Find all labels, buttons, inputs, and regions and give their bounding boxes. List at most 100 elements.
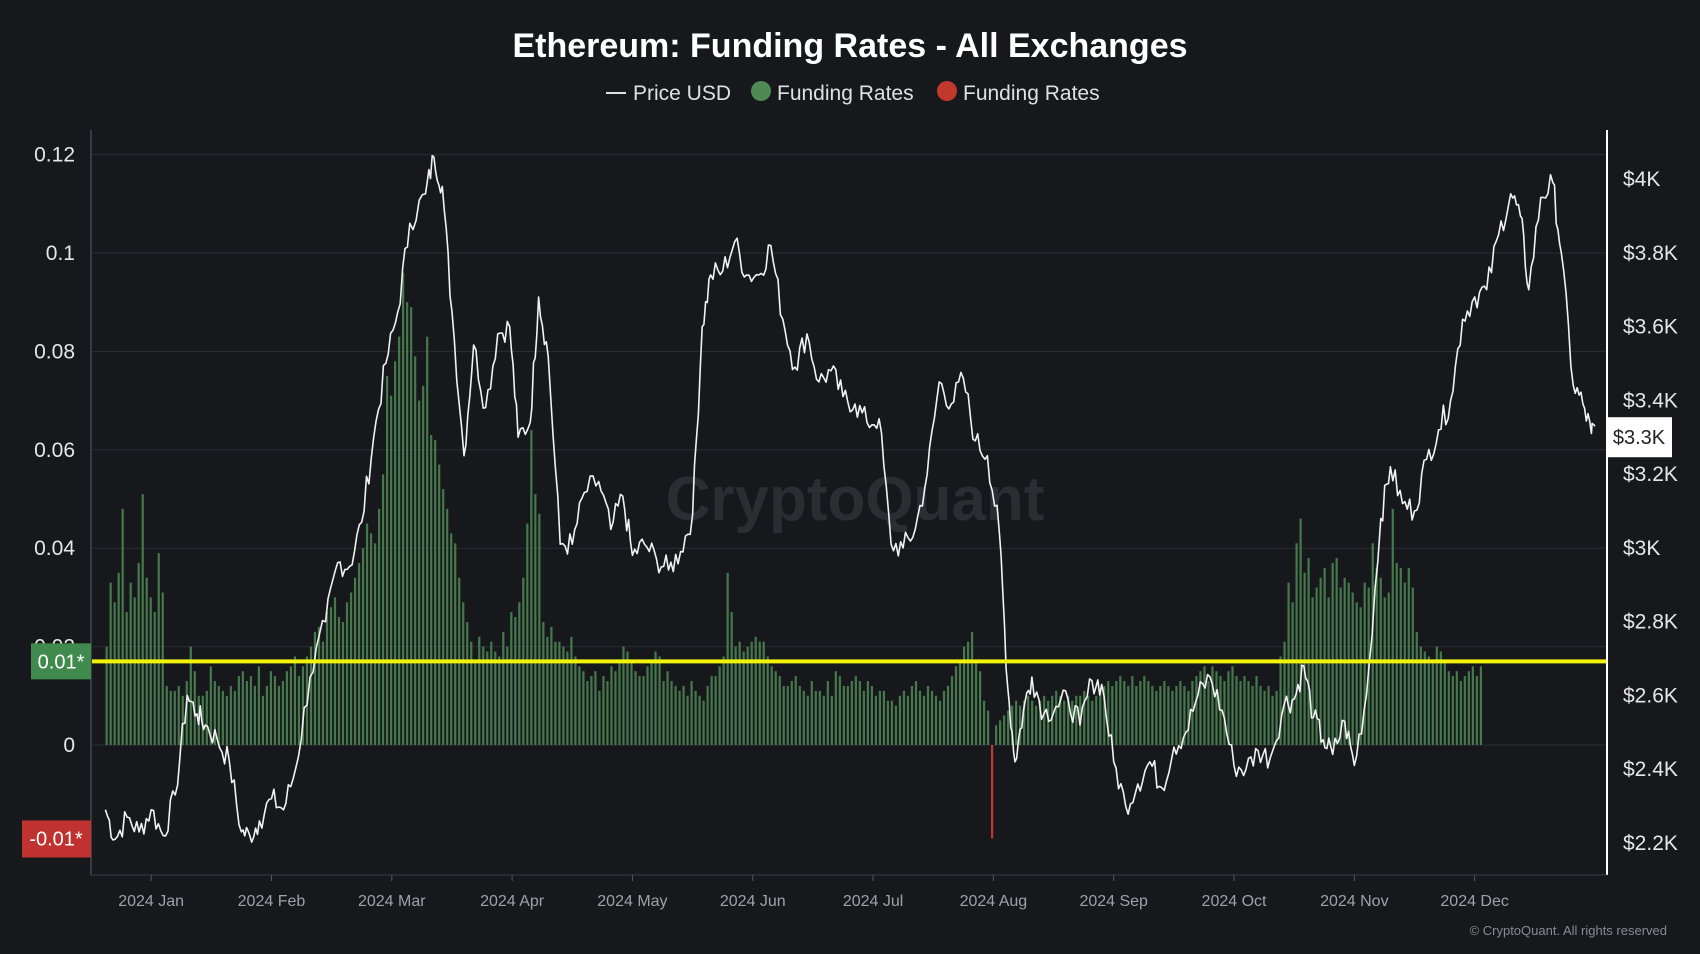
funding-bar-positive — [930, 690, 934, 745]
funding-bar-positive — [782, 685, 785, 745]
x-tick-label: 2024 Apr — [480, 893, 545, 910]
funding-bar-positive — [193, 671, 196, 745]
funding-bar-positive — [125, 612, 128, 745]
funding-bar-positive — [746, 646, 749, 745]
funding-bar-positive — [682, 685, 685, 745]
funding-bar-positive — [786, 685, 789, 745]
negative-threshold-label: -0.01* — [29, 828, 83, 850]
funding-bar-positive — [205, 690, 208, 745]
funding-bar-positive — [970, 631, 974, 745]
funding-bar-positive — [309, 646, 313, 745]
funding-bar-positive — [1407, 567, 1410, 745]
funding-bar-positive — [129, 582, 132, 745]
right-tick-label: $3.2K — [1623, 463, 1678, 486]
funding-bar-positive — [858, 681, 861, 745]
right-tick-label: $3.8K — [1623, 242, 1678, 265]
right-tick-label: $3.6K — [1623, 316, 1678, 339]
funding-bar-positive — [530, 430, 533, 745]
legend-item-funding-negative[interactable]: Funding Rates — [937, 81, 1100, 105]
funding-bar-positive — [982, 700, 986, 745]
funding-bar-positive — [1007, 710, 1010, 745]
funding-bar-positive — [666, 671, 669, 745]
funding-bar-positive — [698, 695, 701, 745]
funding-bar-positive — [1287, 582, 1290, 745]
funding-bar-positive — [1075, 695, 1078, 745]
funding-bar-positive — [1227, 671, 1230, 745]
funding-bar-positive — [253, 685, 256, 745]
legend-item-funding-positive[interactable]: Funding Rates — [751, 81, 914, 105]
funding-bars — [105, 272, 1482, 839]
funding-bar-positive — [958, 661, 962, 745]
funding-bar-positive — [690, 681, 693, 745]
funding-bar-positive — [770, 666, 773, 745]
funding-bar-positive — [978, 671, 982, 745]
funding-bar-positive — [714, 676, 717, 745]
funding-bar-positive — [373, 543, 377, 745]
funding-bar-positive — [602, 676, 605, 745]
funding-bar-positive — [510, 612, 513, 745]
funding-bar-positive — [402, 272, 405, 745]
funding-bar-positive — [1051, 695, 1054, 745]
funding-bar-positive — [1039, 700, 1042, 745]
funding-bar-positive — [1339, 587, 1342, 745]
funding-bar-positive — [918, 690, 922, 745]
funding-bar-positive — [1275, 690, 1278, 745]
left-tick-label: 0.06 — [34, 439, 75, 462]
right-axis-ticks: $4K $3.8K $3.6K $3.4K $3.2K $3K $2.8K $2.6K $2.4… — [1623, 168, 1678, 855]
positive-threshold-label: 0.01* — [38, 651, 85, 673]
funding-bar-positive — [133, 597, 136, 745]
funding-bar-positive — [414, 356, 417, 745]
funding-bar-positive — [177, 685, 180, 745]
funding-bar-positive — [558, 641, 561, 745]
funding-bar-positive — [882, 690, 886, 745]
funding-bar-positive — [914, 681, 918, 745]
funding-bar-positive — [241, 671, 244, 745]
funding-bar-positive — [754, 636, 757, 745]
funding-bar-positive — [674, 685, 677, 745]
funding-bar-positive — [1355, 602, 1358, 745]
funding-bar-positive — [1455, 671, 1458, 745]
funding-bar-positive — [810, 681, 813, 745]
funding-bar-positive — [1467, 671, 1470, 745]
funding-bar-positive — [1399, 567, 1402, 745]
funding-bar-positive — [165, 685, 168, 745]
funding-bar-positive — [638, 676, 641, 745]
x-tick-label: 2024 Dec — [1440, 893, 1509, 910]
funding-bar-positive — [1375, 567, 1378, 745]
funding-bar-positive — [758, 641, 761, 745]
funding-bar-positive — [446, 508, 449, 745]
funding-bar-positive — [834, 671, 837, 745]
funding-bar-positive — [1123, 681, 1126, 745]
funding-bar-positive — [634, 671, 637, 745]
funding-bar-positive — [1371, 543, 1374, 745]
funding-bar-positive — [365, 523, 369, 745]
x-tick-label: 2024 Aug — [960, 893, 1028, 910]
funding-bar-positive — [109, 582, 112, 745]
funding-bar-positive — [538, 513, 541, 745]
funding-bar-positive — [534, 494, 537, 745]
legend-item-price[interactable]: Price USD — [606, 82, 731, 105]
funding-bar-positive — [341, 622, 345, 745]
funding-bar-positive — [1003, 715, 1006, 745]
funding-bar-positive — [161, 592, 164, 745]
funding-bar-positive — [490, 641, 493, 745]
funding-bar-positive — [1011, 705, 1014, 745]
funding-bar-positive — [494, 651, 497, 745]
funding-bar-positive — [1127, 685, 1130, 745]
funding-bar-positive — [642, 676, 645, 745]
funding-bar-positive — [438, 464, 441, 745]
funding-bar-positive — [1359, 607, 1362, 745]
funding-bar-positive — [502, 631, 505, 745]
funding-bar-positive — [1035, 705, 1038, 745]
funding-bar-positive — [554, 641, 557, 745]
copyright-text: © CryptoQuant. All rights reserved — [1470, 923, 1667, 938]
funding-bar-positive — [1215, 671, 1218, 745]
funding-bar-positive — [886, 700, 890, 745]
right-tick-label: $2.2K — [1623, 832, 1678, 855]
funding-bar-positive — [694, 690, 697, 745]
funding-bar-positive — [798, 685, 801, 745]
funding-bar-positive — [1091, 700, 1094, 745]
funding-bar-positive — [1307, 558, 1310, 745]
funding-bar-positive — [622, 646, 625, 745]
left-tick-label: 0 — [63, 734, 75, 757]
